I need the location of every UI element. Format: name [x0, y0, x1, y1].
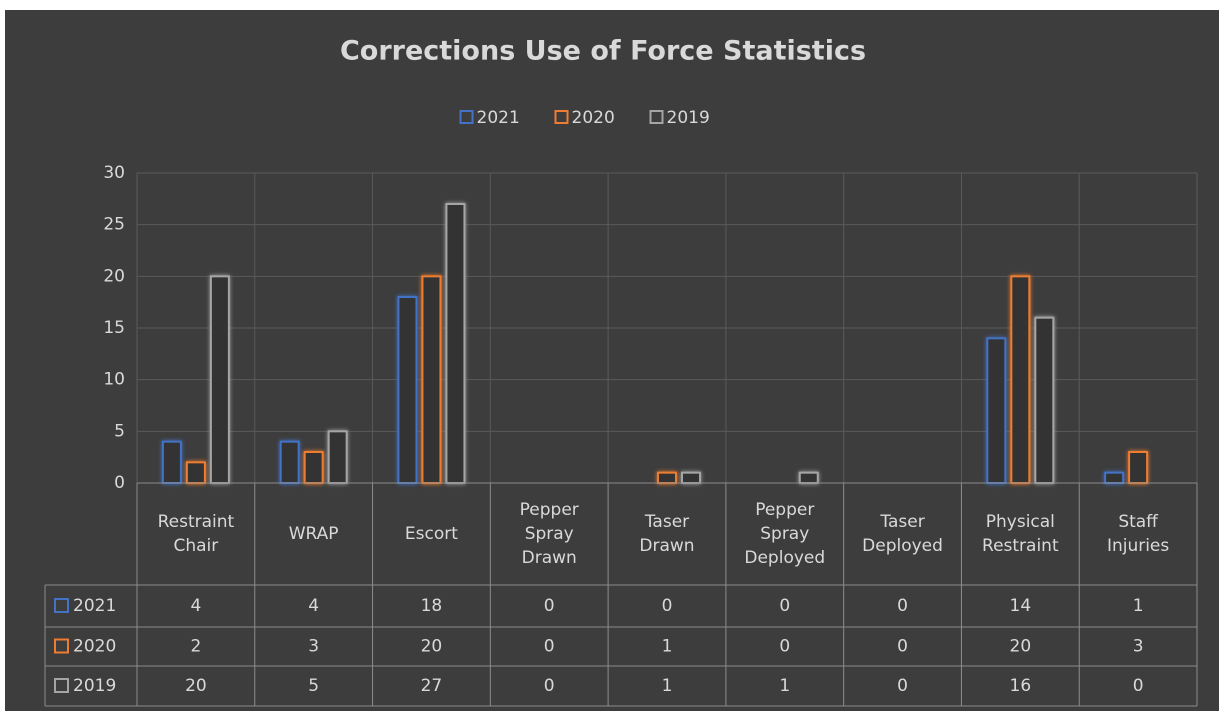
y-tick-label: 30 [103, 163, 125, 183]
table-cell: 0 [544, 596, 555, 616]
table-cell: 18 [421, 596, 443, 616]
legend-label: 2020 [572, 108, 615, 128]
y-tick-label: 5 [114, 421, 125, 441]
table-cell: 16 [1010, 676, 1032, 696]
bar [161, 440, 182, 484]
table-cell: 0 [897, 676, 908, 696]
table-cell: 0 [544, 637, 555, 657]
table-cell: 1 [1133, 596, 1144, 616]
table-legend-key [54, 678, 69, 693]
bar [279, 440, 300, 484]
table-cell: 0 [1133, 676, 1144, 696]
bar [303, 451, 324, 484]
bar [798, 471, 819, 484]
x-tick-label: Taser Deployed [862, 512, 943, 556]
table-cell: 1 [662, 637, 673, 657]
bar [209, 275, 230, 485]
x-tick-label: Restraint Chair [158, 512, 235, 556]
bar [986, 337, 1007, 485]
bar [657, 471, 677, 484]
table-row-label: 2020 [73, 637, 116, 657]
legend-label: 2019 [667, 108, 710, 128]
table-cell: 5 [308, 676, 319, 696]
y-tick-label: 15 [103, 318, 125, 338]
table-cell: 20 [421, 637, 443, 657]
table-cell: 1 [779, 676, 790, 696]
table-cell: 3 [1133, 637, 1144, 657]
x-tick-label: Staff Injuries [1107, 512, 1169, 556]
table-cell: 0 [779, 596, 790, 616]
chart-title: Corrections Use of Force Statistics [340, 36, 866, 67]
table-cell: 14 [1010, 596, 1032, 616]
bar [397, 296, 418, 484]
table-cell: 0 [897, 637, 908, 657]
table-cell: 0 [897, 596, 908, 616]
legend-key [459, 110, 474, 124]
bar [1104, 471, 1125, 484]
x-tick-label: Pepper Spray Drawn [520, 500, 579, 568]
bar [1034, 316, 1055, 484]
table-row-label: 2021 [73, 596, 116, 616]
table-cell: 20 [185, 676, 207, 696]
y-tick-label: 0 [114, 473, 125, 493]
bar [185, 461, 206, 485]
bar [327, 430, 348, 485]
table-row-label: 2019 [73, 676, 116, 696]
x-tick-label: WRAP [289, 524, 339, 544]
y-tick-label: 10 [103, 370, 125, 390]
legend-key [554, 110, 569, 124]
bar [421, 275, 442, 485]
table-cell: 27 [421, 676, 443, 696]
legend-key [649, 110, 664, 124]
table-cell: 3 [308, 637, 319, 657]
table-legend-key [54, 598, 69, 613]
table-cell: 1 [662, 676, 673, 696]
table-cell: 0 [662, 596, 673, 616]
table-cell: 0 [779, 637, 790, 657]
x-tick-label: Taser Drawn [639, 512, 694, 556]
bar [1010, 275, 1031, 485]
table-cell: 2 [190, 637, 201, 657]
table-cell: 4 [308, 596, 319, 616]
bar [1128, 451, 1149, 484]
bar [681, 471, 701, 484]
y-tick-label: 20 [103, 266, 125, 286]
table-legend-key [54, 638, 69, 654]
x-tick-label: Physical Restraint [982, 512, 1059, 556]
y-tick-label: 25 [103, 215, 125, 235]
table-cell: 4 [190, 596, 201, 616]
x-tick-label: Escort [405, 524, 458, 544]
table-cell: 20 [1010, 637, 1032, 657]
legend-label: 2021 [477, 108, 520, 128]
x-tick-label: Pepper Spray Deployed [744, 500, 825, 568]
bar [445, 203, 466, 484]
table-cell: 0 [544, 676, 555, 696]
